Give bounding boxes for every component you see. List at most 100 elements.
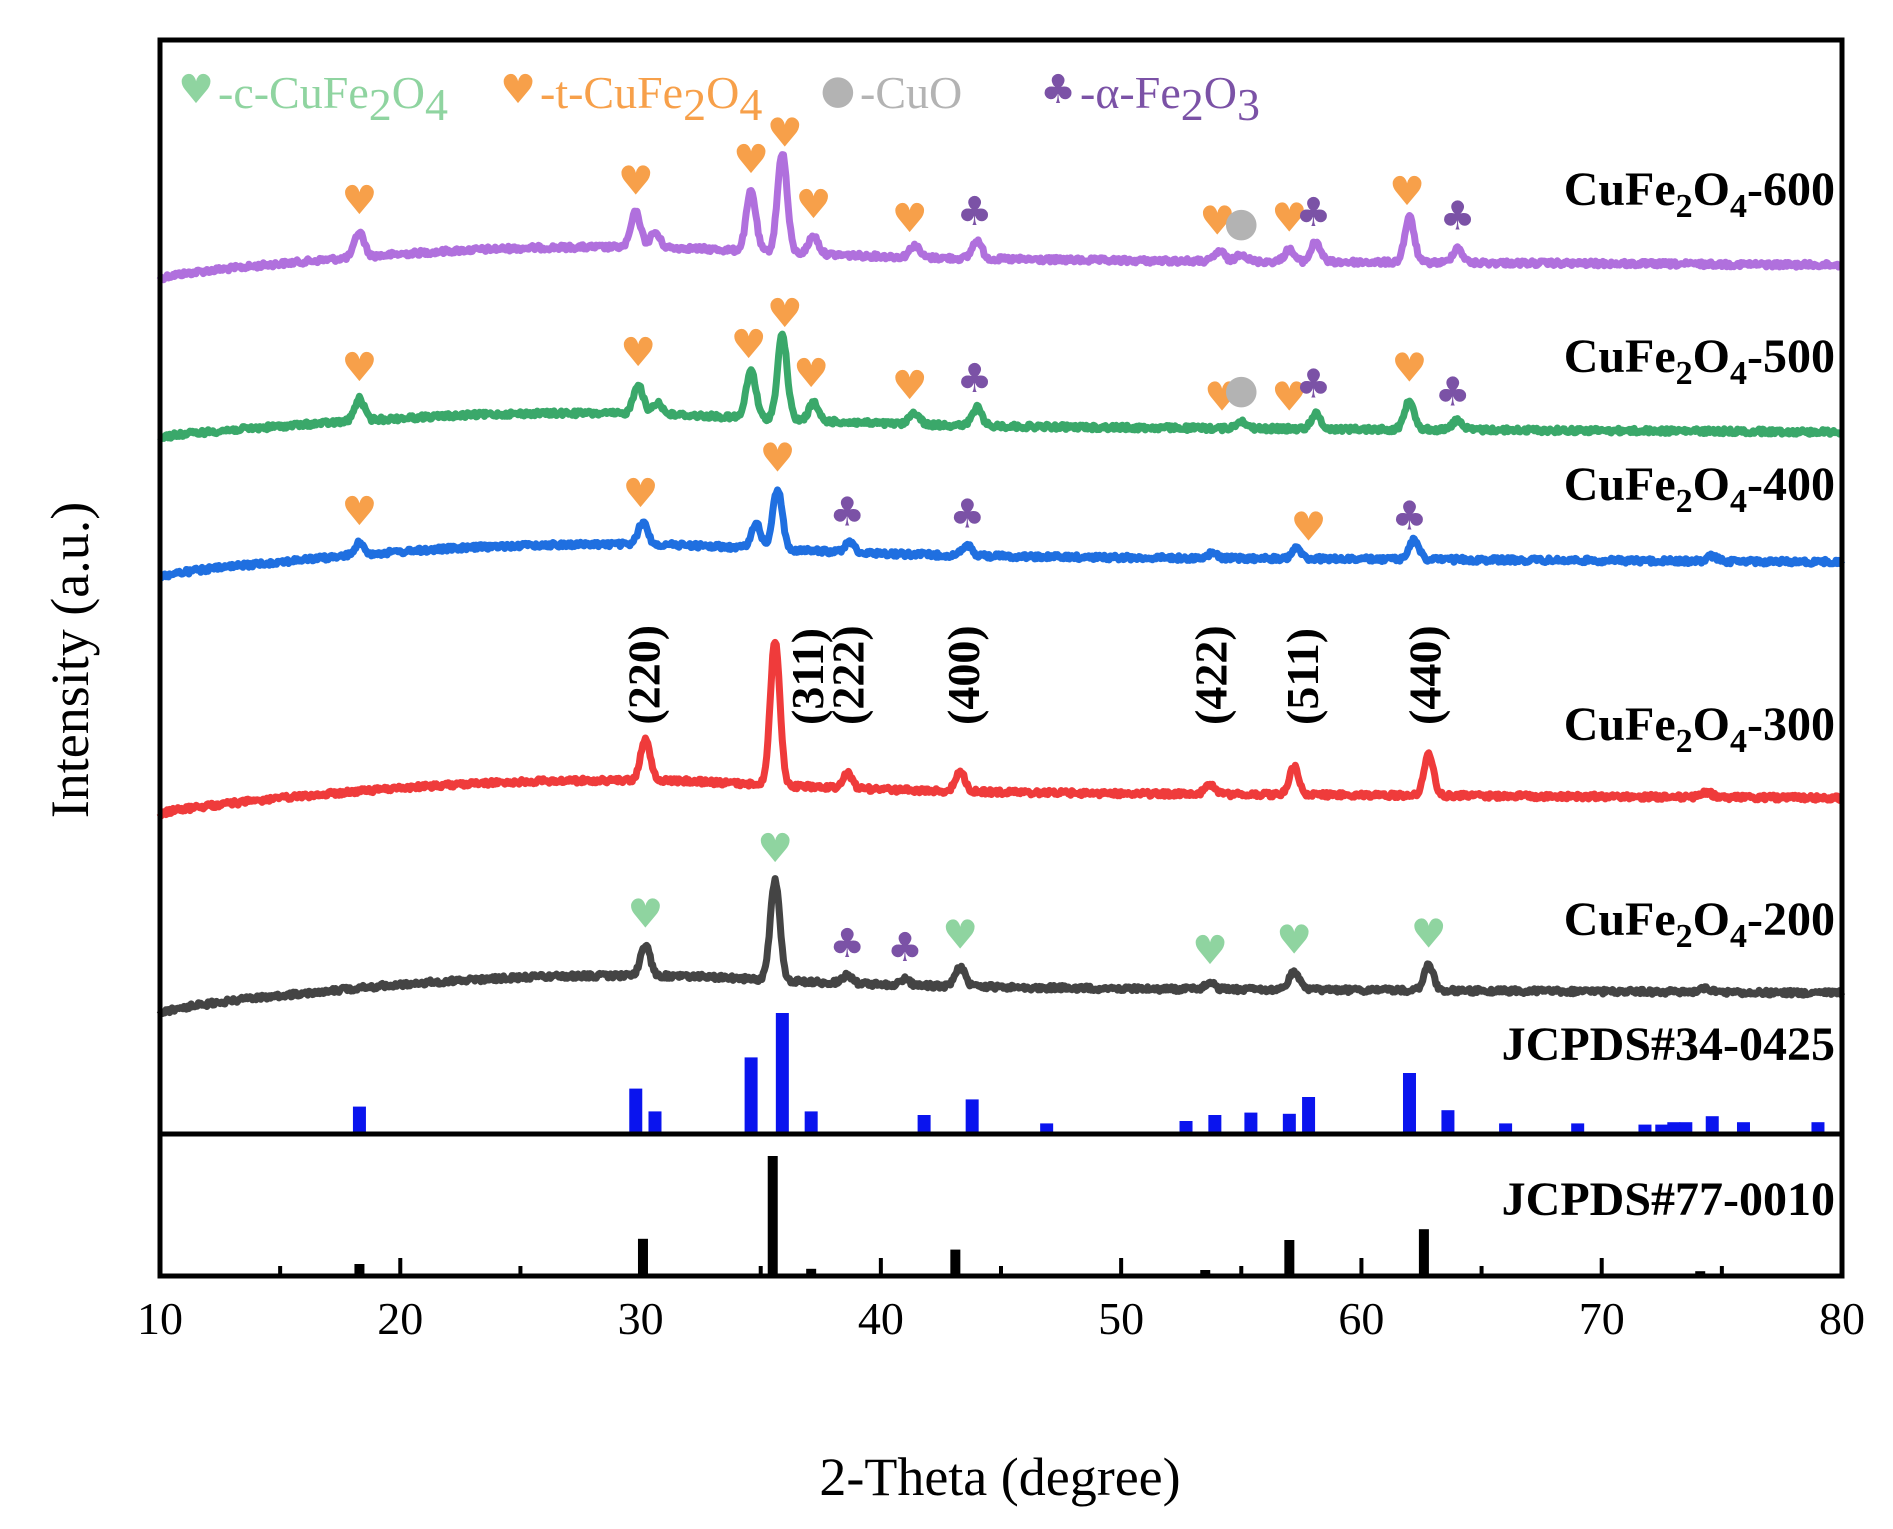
- heart-marker-icon: ♥: [1276, 918, 1312, 964]
- heart-marker-icon: ♥: [1192, 928, 1228, 974]
- reference-stick: [352, 1106, 366, 1133]
- reference-stick: [1200, 1270, 1211, 1276]
- x-tick-label: 70: [1579, 1293, 1625, 1344]
- legend-marker-icon: ♥: [500, 67, 536, 113]
- reference-stick: [775, 1013, 789, 1133]
- x-axis-title: 2-Theta (degree): [819, 1447, 1180, 1507]
- reference-stick: [1244, 1112, 1258, 1133]
- reference-label: JCPDS#77-0010: [1502, 1173, 1835, 1226]
- x-tick-label: 10: [137, 1293, 183, 1344]
- heart-marker-icon: ♥: [1271, 375, 1307, 421]
- heart-marker-icon: ♥: [1389, 169, 1425, 215]
- hkl-label: (440): [1399, 625, 1450, 725]
- club-marker-icon: ♣: [957, 356, 993, 402]
- hkl-label: (511): [1277, 628, 1328, 725]
- heart-marker-icon: ♥: [757, 826, 793, 872]
- x-tick-label: 80: [1819, 1293, 1865, 1344]
- legend-label: -α-Fe2O3: [1080, 67, 1260, 130]
- x-axis: 10 20 30 40 50 60 70 80: [137, 1258, 1865, 1344]
- heart-marker-icon: ♥: [796, 182, 832, 228]
- club-marker-icon: ♣: [957, 189, 993, 235]
- series-400: ♥ ♥ ♥ ♣ ♣ ♥ ♣ CuFe2O4-400: [157, 435, 1846, 582]
- hkl-label: (311): [782, 628, 833, 725]
- heart-marker-icon: ♥: [620, 330, 656, 376]
- x-tick-label: 60: [1338, 1293, 1384, 1344]
- heart-marker-icon: ♥: [892, 196, 928, 242]
- legend-label: -c-CuFe2O4: [218, 67, 448, 130]
- reference-pattern: JCPDS#34-0425: [352, 1013, 1835, 1133]
- xrd-trace: [156, 151, 1845, 284]
- xrd-trace: [156, 875, 1846, 1017]
- circle-marker-icon: ●: [1224, 366, 1259, 412]
- heart-marker-icon: ♥: [342, 489, 378, 535]
- reference-stick: [637, 1238, 648, 1276]
- reference-stick: [1736, 1122, 1750, 1133]
- heart-marker-icon: ♥: [342, 345, 378, 391]
- club-marker-icon: ♣: [829, 489, 865, 535]
- heart-marker-icon: ♥: [1411, 912, 1447, 958]
- circle-marker-icon: ●: [1224, 199, 1259, 245]
- reference-stick: [1499, 1123, 1513, 1133]
- xrd-trace: [157, 486, 1846, 582]
- reference-stick: [1402, 1073, 1416, 1133]
- heart-marker-icon: ♥: [892, 363, 928, 409]
- legend-entry: ● -CuO: [821, 67, 963, 118]
- reference-stick: [950, 1249, 961, 1276]
- legend-marker-icon: ♥: [178, 67, 214, 113]
- reference-stick: [1655, 1124, 1669, 1133]
- club-marker-icon: ♣: [949, 492, 985, 538]
- series-500: ♥ ♥ ♥♥♥ ♥ ♣ ♥● ♥♣ ♥♣CuFe2O4-500: [157, 291, 1845, 443]
- legend-label: -CuO: [860, 67, 962, 118]
- y-axis-title: Intensity (a.u.): [40, 502, 100, 818]
- series-600: ♥ ♥ ♥♥♥ ♥ ♣ ♥● ♥♣ ♥♣CuFe2O4-600: [156, 111, 1845, 284]
- series-label: CuFe2O4-300: [1564, 698, 1835, 760]
- x-tick-label: 20: [377, 1293, 423, 1344]
- reference-stick: [1571, 1123, 1585, 1133]
- club-marker-icon: ♣: [1295, 362, 1331, 408]
- hkl-label: (422): [1185, 625, 1236, 725]
- reference-stick: [1679, 1122, 1693, 1133]
- heart-marker-icon: ♥: [767, 291, 803, 337]
- heart-marker-icon: ♥: [767, 111, 803, 157]
- heart-marker-icon: ♥: [942, 912, 978, 958]
- reference-stick: [1638, 1124, 1652, 1133]
- xrd-trace: [157, 330, 1845, 443]
- legend-entry: ♥ -c-CuFe2O4: [178, 67, 448, 130]
- x-tick-label: 40: [858, 1293, 904, 1344]
- legend-entry: ♣ -α-Fe2O3: [1040, 67, 1260, 130]
- heart-marker-icon: ♥: [1392, 345, 1428, 391]
- reference-stick: [1282, 1113, 1296, 1133]
- reference-stick: [1040, 1123, 1054, 1133]
- heart-marker-icon: ♥: [627, 892, 663, 938]
- heart-marker-icon: ♥: [1271, 196, 1307, 242]
- club-marker-icon: ♣: [1392, 493, 1428, 539]
- x-tick-label: 50: [1098, 1293, 1144, 1344]
- heart-marker-icon: ♥: [1291, 504, 1327, 550]
- heart-marker-icon: ♥: [618, 158, 654, 204]
- reference-stick: [1441, 1110, 1455, 1133]
- reference-stick: [1705, 1116, 1719, 1133]
- reference-stick: [629, 1088, 643, 1133]
- reference-stick: [806, 1268, 817, 1276]
- heart-marker-icon: ♥: [733, 137, 769, 183]
- reference-label: JCPDS#34-0425: [1502, 1018, 1835, 1071]
- legend-marker-icon: ♣: [1040, 67, 1076, 113]
- series-layer: ♥ ♥ ♥♥♥ ♥ ♣ ♥● ♥♣ ♥♣CuFe2O4-600♥ ♥ ♥♥♥ ♥ ♣ ♥● ♥♣ ♥♣CuF…: [156, 111, 1846, 1017]
- reference-stick: [965, 1099, 979, 1133]
- heart-marker-icon: ♥: [731, 322, 767, 368]
- hkl-label: (220): [618, 625, 669, 725]
- club-marker-icon: ♣: [1440, 194, 1476, 240]
- series-label: CuFe2O4-200: [1564, 893, 1835, 955]
- reference-pattern: JCPDS#77-0010: [354, 1156, 1835, 1276]
- x-tick-label: 30: [618, 1293, 664, 1344]
- club-marker-icon: ♣: [887, 925, 923, 971]
- hkl-label: (400): [938, 625, 989, 725]
- reference-stick: [744, 1057, 758, 1133]
- reference-layer: JCPDS#34-0425 JCPDS#77-0010: [352, 1013, 1835, 1276]
- reference-stick: [804, 1111, 818, 1133]
- reference-stick: [648, 1111, 662, 1133]
- club-marker-icon: ♣: [1435, 370, 1471, 416]
- reference-stick: [1418, 1229, 1429, 1276]
- heart-marker-icon: ♥: [342, 178, 378, 224]
